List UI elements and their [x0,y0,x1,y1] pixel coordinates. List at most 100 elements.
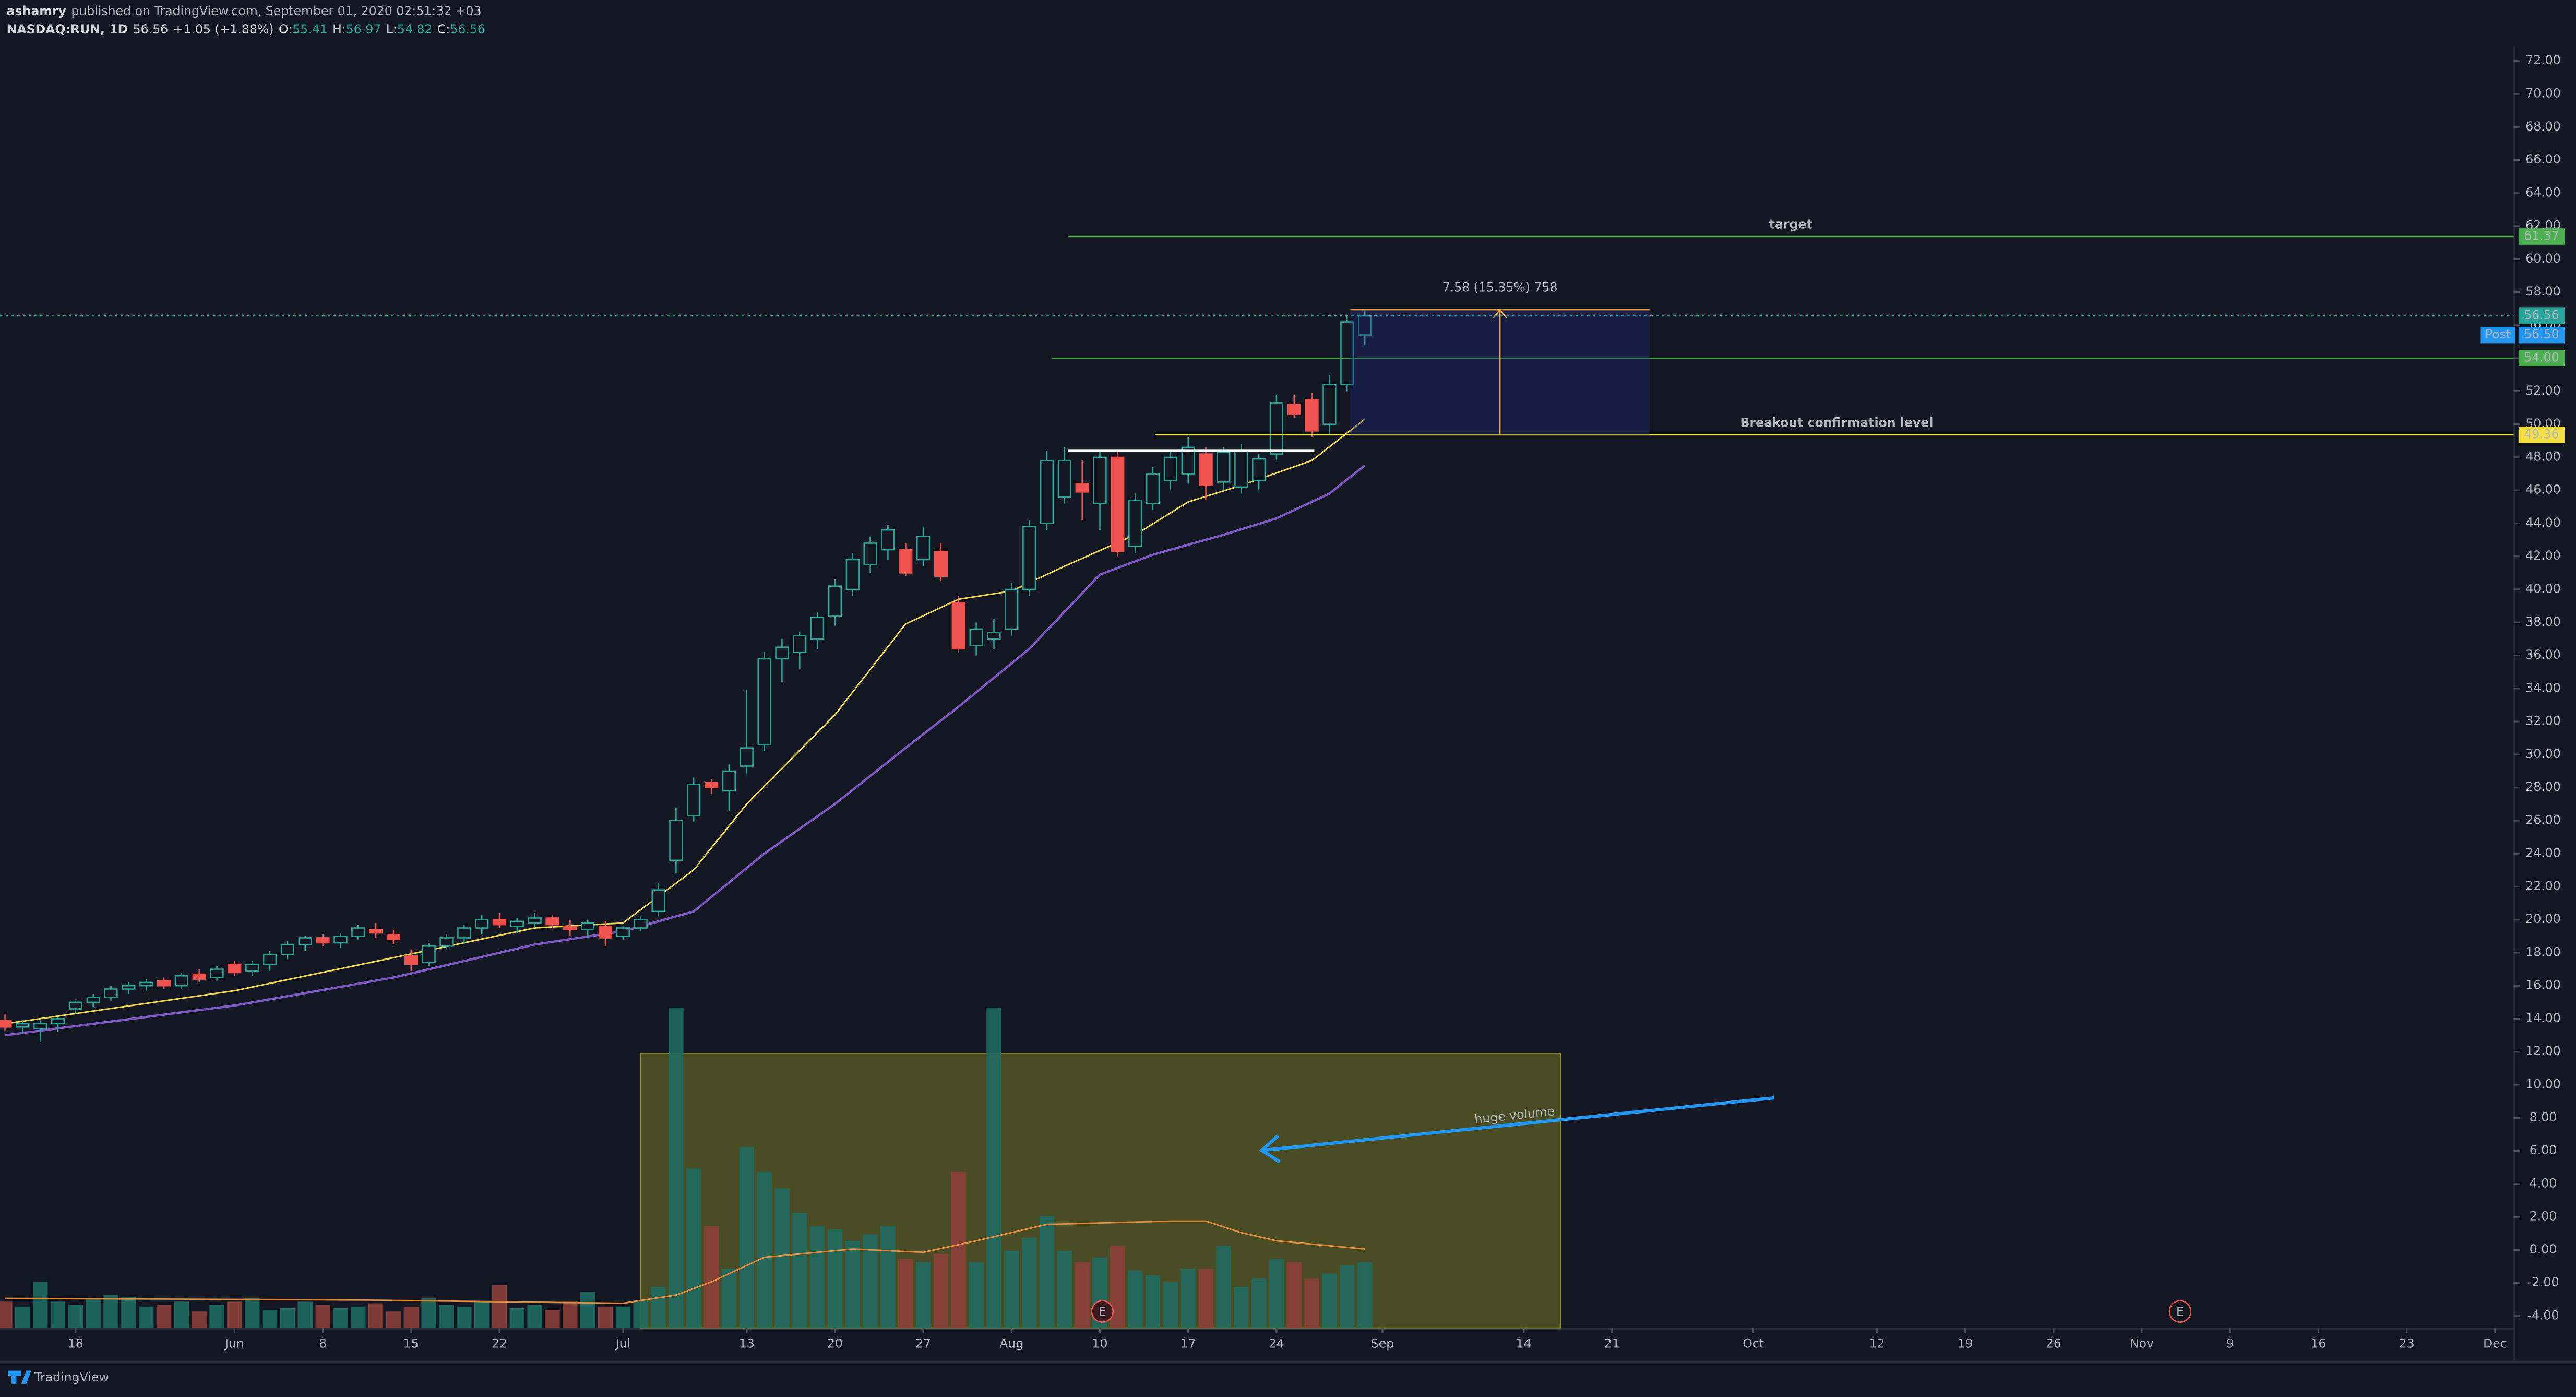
y-tick-label: 10.00 [2525,1077,2561,1092]
candle-body [210,968,224,978]
candle-body [828,585,842,617]
candle-body [351,927,365,937]
candle-body [616,927,630,937]
volume-bar [103,1295,118,1328]
volume-bar [1286,1262,1302,1328]
candle-body [33,1023,47,1029]
volume-bar [1075,1262,1090,1328]
x-tick-label: Jun [224,1336,244,1351]
moving-average [5,464,1366,1037]
y-tick-label: 36.00 [2525,647,2561,662]
y-tick-label: 70.00 [2525,86,2561,100]
candle-body [86,997,100,1003]
publisher-user: ashamry [7,4,66,18]
candle-body [793,635,807,653]
price-badge-bg [2518,307,2565,324]
candle-body [1287,404,1301,415]
volume-bar [15,1306,30,1328]
volume-bar [969,1262,984,1328]
candle-body [545,917,559,926]
candle-body [157,980,171,987]
earnings-marker [2168,1300,2192,1323]
x-tick-label: Oct [1743,1336,1764,1351]
x-tick-label: 12 [1869,1336,1885,1351]
volume-bar [1216,1246,1231,1328]
volume-bar [757,1171,772,1328]
volume-bar [1057,1250,1072,1328]
candle-body [757,658,771,745]
y-tick-label: 20.00 [2525,911,2561,926]
volume-bar [598,1306,613,1328]
volume-bar [0,1301,13,1328]
candle-body [969,628,983,646]
change: +1.05 (+1.88%) [173,21,274,36]
volume-bar [1198,1269,1213,1328]
candle-body [581,922,595,930]
volume-bar [774,1188,790,1328]
candle-body [740,747,754,767]
x-tick-label: Aug [999,1336,1023,1351]
x-tick-label: 19 [1958,1336,1973,1351]
volume-bar [580,1292,595,1328]
y-tick-label: 32.00 [2525,714,2561,728]
annotation-arrow [1261,1096,1775,1152]
volume-bar [509,1308,525,1328]
volume-bar [421,1298,436,1328]
price-badge: 56.56 [2524,308,2559,323]
candle-body [916,536,931,561]
volume-bar [669,1007,684,1328]
candle-body [68,1001,82,1010]
volume-bar [439,1305,454,1328]
volume-bar [1145,1275,1161,1328]
level-badge: 49.36 [2524,427,2559,441]
candle-body [1305,398,1319,432]
candle-body [298,937,312,945]
volume-bar [315,1305,330,1328]
post-tag: Post [2485,327,2511,341]
post-tag-bg [2480,326,2515,344]
candle-body [1022,526,1036,590]
level-name: Breakout confirmation level [1740,415,1933,430]
candle-body [192,973,206,980]
volume-bar [457,1306,472,1328]
x-tick-label: Jul [615,1336,630,1351]
candle-body [316,937,330,944]
logo [8,1370,31,1384]
volume-bar [32,1282,48,1328]
candle-body [1111,456,1125,552]
symbol: NASDAQ:RUN, 1D [7,21,128,36]
candle-body [634,919,648,929]
x-tick-label: 27 [915,1336,931,1351]
candle-body [1005,588,1019,630]
volume-bar [262,1310,278,1328]
publisher-text: published on TradingView.com, September … [71,4,481,18]
candle-body [280,943,295,955]
candle-body [510,920,524,927]
volume-bar [333,1308,348,1328]
y-tick-label: 8.00 [2530,1110,2557,1124]
candle-body [1269,402,1284,455]
volume-bar [174,1301,189,1328]
volume-bar [474,1301,490,1328]
volume-bar [121,1296,136,1328]
candle-body [598,926,613,939]
volume-bar [827,1229,843,1328]
candle-body [704,782,719,788]
level-badge: 61.37 [2524,228,2559,243]
volume-ma [5,1220,1365,1304]
volume-bar [792,1213,807,1328]
symbol-line: NASDAQ:RUN, 1D 56.56 +1.05 (+1.88%) O:55.41… [7,21,485,36]
volume-bar [156,1305,172,1328]
volume-bar [880,1226,896,1328]
candle-body [245,963,259,972]
volume-bar [951,1171,967,1328]
candle-body [1040,460,1054,524]
y-tick-label: 14.00 [2525,1011,2561,1025]
volume-bar [209,1305,224,1328]
volume-bar [1234,1286,1249,1328]
x-tick-label: 18 [68,1336,84,1351]
x-tick-label: 20 [827,1336,843,1351]
footer-brand: TradingView [34,1370,109,1384]
volume-bar [703,1226,719,1328]
y-tick-label: 72.00 [2525,53,2561,67]
